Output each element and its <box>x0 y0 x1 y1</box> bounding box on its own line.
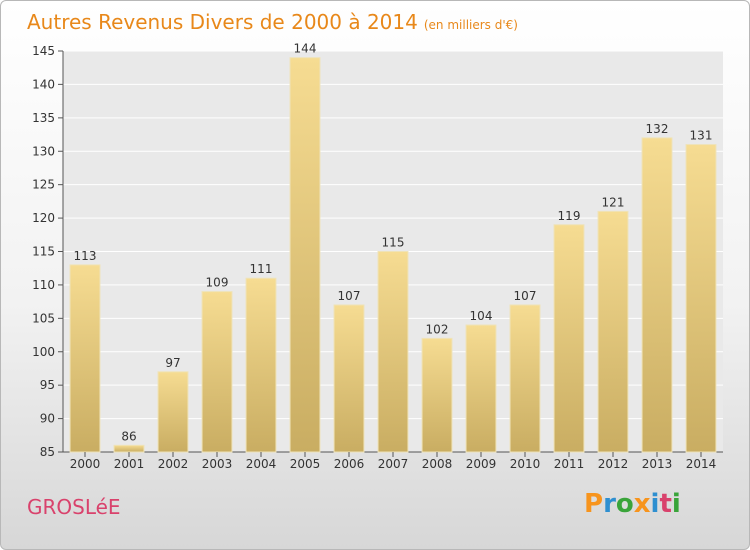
bar <box>289 57 321 453</box>
y-tick-label: 85 <box>40 445 55 459</box>
bar-value-label: 113 <box>74 249 97 263</box>
y-tick-label: 105 <box>32 311 55 325</box>
bar <box>113 444 145 453</box>
chart-title-text: Autres Revenus Divers de 2000 à 2014 <box>27 10 418 34</box>
bar-value-label: 107 <box>338 289 361 303</box>
bar <box>553 224 585 453</box>
x-tick-label: 2010 <box>510 457 541 471</box>
x-tick-label: 2006 <box>334 457 365 471</box>
brand-letter: t <box>659 489 672 519</box>
x-tick-label: 2003 <box>202 457 233 471</box>
brand-letter: r <box>603 489 616 519</box>
bar <box>69 264 101 453</box>
x-tick-label: 2008 <box>422 457 453 471</box>
commune-name: GROSLéE <box>27 495 121 519</box>
brand-letter: i <box>671 489 681 519</box>
x-tick-label: 2011 <box>554 457 585 471</box>
y-tick-label: 110 <box>32 278 55 292</box>
bar <box>597 210 629 453</box>
bar <box>333 304 365 453</box>
bar <box>157 371 189 453</box>
bar-value-label: 97 <box>165 356 180 370</box>
y-tick-label: 115 <box>32 245 55 259</box>
chart-title: Autres Revenus Divers de 2000 à 2014 (en … <box>27 8 518 39</box>
bar-value-label: 109 <box>206 276 229 290</box>
y-tick-label: 125 <box>32 178 55 192</box>
bar <box>377 251 409 453</box>
x-tick-label: 2007 <box>378 457 409 471</box>
x-tick-label: 2014 <box>686 457 717 471</box>
x-tick-label: 2005 <box>290 457 321 471</box>
y-tick-label: 95 <box>40 378 55 392</box>
bar <box>509 304 541 453</box>
y-tick-label: 100 <box>32 345 55 359</box>
bar <box>201 291 233 453</box>
bar-value-label: 111 <box>250 262 273 276</box>
y-tick-label: 90 <box>40 412 55 426</box>
proxiti-logo[interactable]: Proxiti <box>584 489 681 519</box>
bar <box>421 337 453 453</box>
bar-value-label: 115 <box>382 236 405 250</box>
bar-value-label: 104 <box>470 309 493 323</box>
bar-value-label: 86 <box>121 429 136 443</box>
y-tick-label: 145 <box>32 44 55 58</box>
bar-value-label: 102 <box>426 322 449 336</box>
y-tick-label: 120 <box>32 211 55 225</box>
y-tick-label: 130 <box>32 144 55 158</box>
y-tick-label: 135 <box>32 111 55 125</box>
bar <box>465 324 497 453</box>
bar-value-label: 144 <box>294 42 317 56</box>
bar <box>685 144 717 453</box>
x-tick-label: 2012 <box>598 457 629 471</box>
bar-value-label: 107 <box>514 289 537 303</box>
x-tick-label: 2013 <box>642 457 673 471</box>
bar <box>641 137 673 453</box>
bar-value-label: 119 <box>558 209 581 223</box>
x-tick-label: 2009 <box>466 457 497 471</box>
bar-value-label: 131 <box>690 129 713 143</box>
x-tick-label: 2004 <box>246 457 277 471</box>
brand-letter: o <box>615 489 634 519</box>
brand-letter: i <box>650 489 660 519</box>
x-tick-label: 2002 <box>158 457 189 471</box>
brand-letter: x <box>633 489 651 519</box>
y-tick-label: 140 <box>32 77 55 91</box>
bar-value-label: 121 <box>602 195 625 209</box>
x-tick-label: 2000 <box>70 457 101 471</box>
bar <box>245 277 277 453</box>
brand-letter: P <box>584 489 604 519</box>
x-tick-label: 2001 <box>114 457 145 471</box>
chart-subtitle: (en milliers d'€) <box>423 18 518 32</box>
bar-value-label: 132 <box>646 122 669 136</box>
